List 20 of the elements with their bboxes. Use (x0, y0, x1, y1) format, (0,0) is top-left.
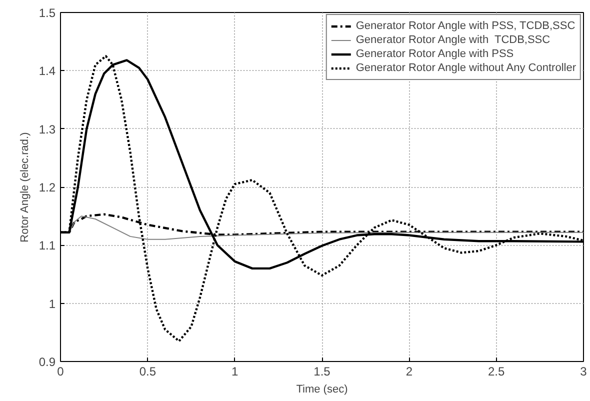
x-tick-label: 0.5 (139, 364, 156, 378)
y-tick-label: 1.4 (38, 64, 56, 78)
legend-label: Generator Rotor Angle with TCDB,SSC (356, 33, 550, 47)
x-axis-title: Time (sec) (296, 384, 348, 396)
x-tick-label: 2.5 (488, 364, 505, 378)
y-axis-title: Rotor Angle (elec.rad.) (18, 132, 31, 242)
x-tick-label: 1 (231, 364, 238, 378)
legend-label: Generator Rotor Angle with PSS, TCDB,SSC (356, 19, 576, 33)
y-tick-label: 1.5 (38, 6, 56, 20)
x-tick-label: 2 (406, 364, 413, 378)
y-tick-label: 1.2 (38, 180, 56, 194)
x-tick-label: 1.5 (314, 364, 331, 378)
y-tick-label: 0.9 (38, 355, 56, 369)
x-tick-label: 3 (580, 364, 588, 378)
y-tick-label: 1.3 (38, 122, 56, 136)
y-tick-label: 1 (48, 296, 56, 311)
y-tick-label: 1.1 (38, 238, 56, 253)
x-tick-label: 0 (57, 364, 64, 378)
legend-label: Generator Rotor Angle without Any Controller (356, 61, 576, 75)
legend-label: Generator Rotor Angle with PSS (356, 47, 514, 61)
